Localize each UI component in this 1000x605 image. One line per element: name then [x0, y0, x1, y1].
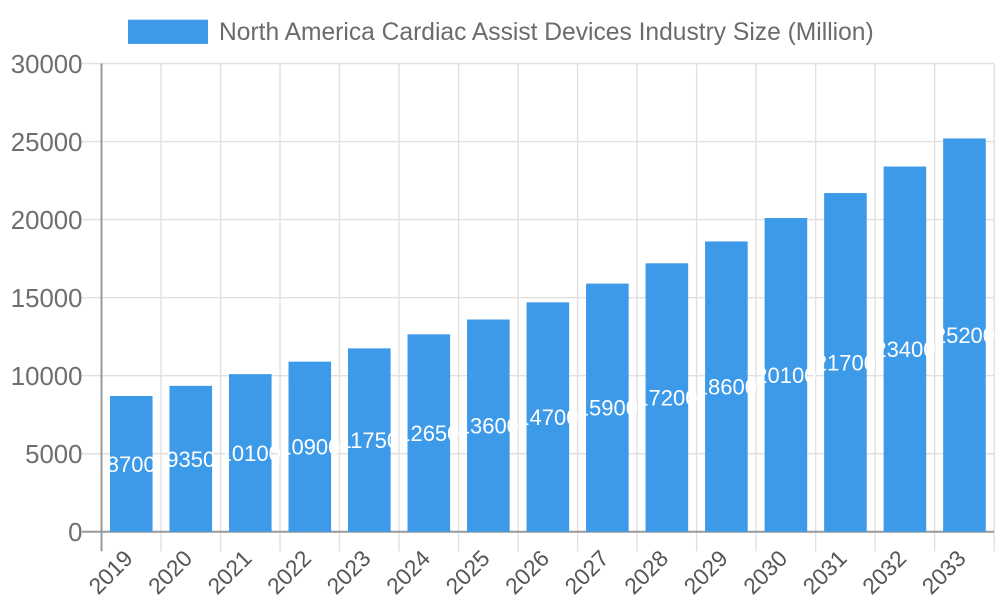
svg-text:2033: 2033 [917, 545, 971, 599]
svg-text:11750: 11750 [340, 428, 400, 453]
svg-text:25000: 25000 [11, 129, 83, 157]
svg-text:12650: 12650 [398, 421, 459, 446]
svg-text:20100: 20100 [755, 363, 816, 388]
svg-text:25200: 25200 [934, 323, 995, 348]
svg-text:10100: 10100 [220, 441, 281, 466]
svg-text:10000: 10000 [11, 363, 83, 391]
svg-text:2026: 2026 [500, 545, 554, 599]
svg-text:13600: 13600 [458, 414, 519, 439]
svg-text:2021: 2021 [202, 545, 256, 599]
svg-text:2027: 2027 [559, 545, 613, 599]
svg-text:23400: 23400 [874, 337, 935, 362]
svg-text:10900: 10900 [279, 435, 340, 460]
svg-text:30000: 30000 [11, 51, 83, 79]
svg-text:2024: 2024 [381, 545, 435, 599]
svg-text:0: 0 [68, 519, 82, 547]
svg-text:20000: 20000 [11, 207, 83, 235]
svg-text:18600: 18600 [696, 375, 757, 400]
svg-text:2031: 2031 [798, 545, 852, 599]
svg-text:2022: 2022 [262, 545, 316, 599]
svg-text:15000: 15000 [11, 285, 83, 313]
svg-text:2019: 2019 [83, 545, 137, 599]
svg-text:8700: 8700 [107, 452, 156, 477]
svg-text:21700: 21700 [815, 350, 876, 375]
svg-text:5000: 5000 [25, 441, 82, 469]
svg-text:2030: 2030 [738, 545, 792, 599]
svg-text:15900: 15900 [577, 396, 638, 421]
svg-text:2020: 2020 [143, 545, 197, 599]
svg-text:2029: 2029 [678, 545, 732, 599]
svg-text:14700: 14700 [517, 405, 578, 430]
svg-text:9350: 9350 [166, 447, 215, 472]
svg-text:2028: 2028 [619, 545, 673, 599]
svg-text:17200: 17200 [636, 386, 697, 411]
svg-text:North America Cardiac Assist D: North America Cardiac Assist Devices Ind… [219, 19, 874, 46]
svg-text:2023: 2023 [321, 545, 375, 599]
svg-text:2025: 2025 [440, 545, 494, 599]
svg-text:2032: 2032 [857, 545, 911, 599]
